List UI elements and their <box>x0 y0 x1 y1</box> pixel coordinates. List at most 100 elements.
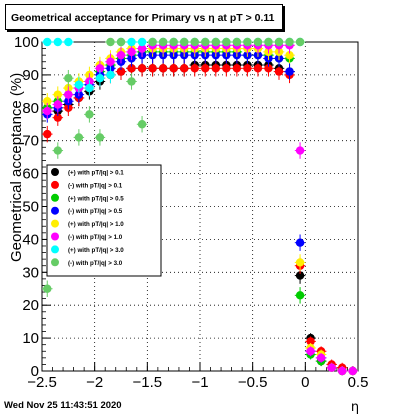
legend-marker <box>51 232 59 241</box>
data-point <box>180 64 189 73</box>
footer-date: Wed Nov 25 11:43:51 2020 <box>4 400 122 411</box>
data-point <box>106 70 115 80</box>
x-axis-label: η <box>351 400 359 414</box>
data-point <box>64 73 73 83</box>
axis-labels: Geometrical acceptance (%) η <box>8 73 359 414</box>
data-point <box>348 366 357 376</box>
data-point <box>116 50 126 60</box>
data-point <box>148 37 157 47</box>
legend-box <box>46 164 162 277</box>
data-point <box>64 90 73 99</box>
axis-ticks: −2.5 −2 −1.5 −1 −0.5 0 0.5 0 10 20 30 40 50 60 70 80 90 1… <box>14 34 368 391</box>
data-point <box>137 44 147 53</box>
y-tick-label: 80 <box>22 100 39 117</box>
data-point <box>190 37 199 47</box>
x-tick-label: −0.5 <box>238 374 268 391</box>
data-point <box>253 64 263 73</box>
data-point <box>95 73 105 83</box>
data-point <box>53 100 62 109</box>
data-point <box>285 67 294 76</box>
data-point <box>211 64 220 73</box>
data-point <box>222 37 231 47</box>
data-point <box>85 83 94 93</box>
data-point <box>53 146 62 155</box>
chart-title: Geometrical acceptance for Primary vs η … <box>5 4 283 30</box>
legend-label: (+) with pT/|q| > 0.1 <box>68 170 124 177</box>
y-tick-label: 20 <box>22 297 39 314</box>
data-point <box>158 37 168 47</box>
data-point <box>327 363 336 372</box>
data-point <box>338 366 347 376</box>
x-tick-label: −1.5 <box>133 374 163 391</box>
x-tick-label: −2.5 <box>27 374 57 391</box>
data-point <box>137 37 147 47</box>
legend-label: (+) with pT/|q| > 0.5 <box>68 195 124 202</box>
data-point <box>53 37 62 47</box>
data-point <box>127 77 136 86</box>
data-point <box>43 37 52 47</box>
data-point <box>127 37 136 47</box>
data-point <box>274 37 284 47</box>
data-point <box>106 57 115 66</box>
data-point <box>85 110 94 119</box>
legend-label: (+) with pT/|q| > 3.0 <box>68 247 124 254</box>
data-point <box>43 97 52 106</box>
data-point <box>306 337 315 346</box>
data-point <box>306 347 315 356</box>
data-point <box>148 64 157 73</box>
data-point <box>295 37 305 47</box>
data-point <box>316 353 326 363</box>
data-point <box>295 291 305 300</box>
data-point <box>211 37 220 47</box>
data-point <box>95 133 105 142</box>
data-point <box>169 37 178 47</box>
data-point <box>190 64 199 73</box>
data-point <box>243 64 252 73</box>
x-tick-label: 0.5 <box>348 374 369 391</box>
legend-marker <box>51 258 59 267</box>
data-point <box>253 37 263 47</box>
data-point <box>106 37 115 47</box>
y-tick-label: 70 <box>22 133 39 150</box>
data-point <box>232 64 242 73</box>
y-tick-label: 100 <box>14 34 39 51</box>
data-point <box>127 47 136 57</box>
data-point <box>232 37 242 47</box>
data-point <box>295 271 305 280</box>
data-point <box>295 258 305 267</box>
legend-marker <box>51 219 59 228</box>
series-8 <box>42 37 306 297</box>
data-point <box>53 90 62 99</box>
legend-marker <box>51 168 59 176</box>
data-point <box>43 129 52 139</box>
data-point <box>169 64 178 73</box>
data-point <box>74 80 84 89</box>
x-tick-label: −2 <box>86 374 103 391</box>
data-point <box>43 284 52 293</box>
data-point <box>116 67 126 76</box>
data-point <box>43 106 52 116</box>
x-tick-label: 0 <box>301 374 309 391</box>
legend-marker <box>51 180 59 189</box>
legend-label: (+) with pT/|q| > 1.0 <box>68 221 124 228</box>
legend-label: (-) with pT/|q| > 1.0 <box>68 234 123 241</box>
data-point <box>274 67 284 76</box>
legend-label: (-) with pT/|q| > 0.1 <box>68 182 123 189</box>
legend-label: (-) with pT/|q| > 0.5 <box>68 208 123 215</box>
data-point <box>180 37 189 47</box>
data-point <box>264 64 273 73</box>
data-point <box>53 113 62 122</box>
data-point <box>95 64 105 73</box>
data-point <box>137 64 147 73</box>
data-point <box>201 64 210 73</box>
legend: (+) with pT/|q| > 0.1 (-) with pT/|q| > 0… <box>46 164 162 277</box>
data-point <box>127 64 136 73</box>
data-point <box>137 120 147 129</box>
legend-marker <box>51 206 59 215</box>
y-tick-label: 60 <box>22 166 39 183</box>
y-tick-label: 90 <box>22 67 39 84</box>
legend-marker <box>51 245 59 254</box>
data-point <box>116 37 126 47</box>
data-point <box>295 146 305 155</box>
